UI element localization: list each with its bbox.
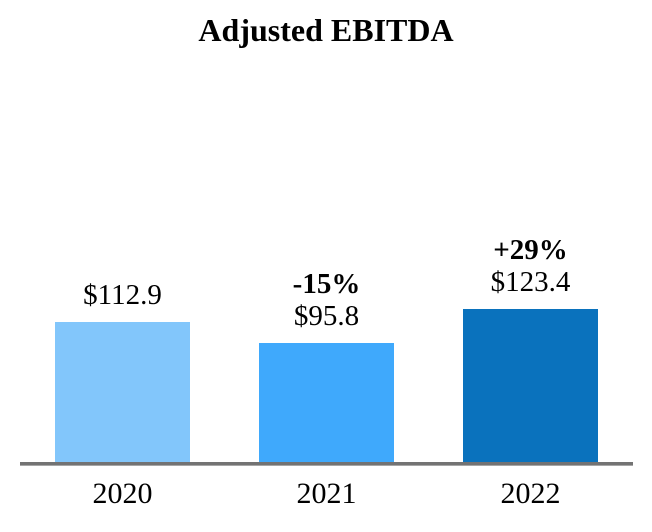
x-axis-line	[20, 462, 633, 466]
value-label: $123.4	[490, 266, 571, 298]
bar-group: +29% $123.4	[463, 234, 598, 464]
value-label: $112.9	[83, 279, 162, 311]
value-label: $95.8	[293, 300, 360, 332]
x-axis-tick-label: 2022	[500, 477, 561, 510]
bar-group: $112.9	[55, 279, 190, 464]
x-axis-tick-label: 2021	[296, 477, 357, 510]
pct-change-label: -15%	[292, 268, 361, 300]
chart-title: Adjusted EBITDA	[198, 12, 454, 48]
bar	[463, 309, 598, 464]
bar	[259, 343, 394, 464]
pct-change-label: +29%	[493, 234, 568, 266]
x-axis-labels: 2020 2021 2022	[55, 478, 598, 510]
x-axis-tick-label: 2020	[92, 477, 153, 510]
bars-row: $112.9 -15% $95.8 +29% $123.4	[55, 144, 598, 464]
bar	[55, 322, 190, 464]
bar-group: -15% $95.8	[259, 268, 394, 464]
